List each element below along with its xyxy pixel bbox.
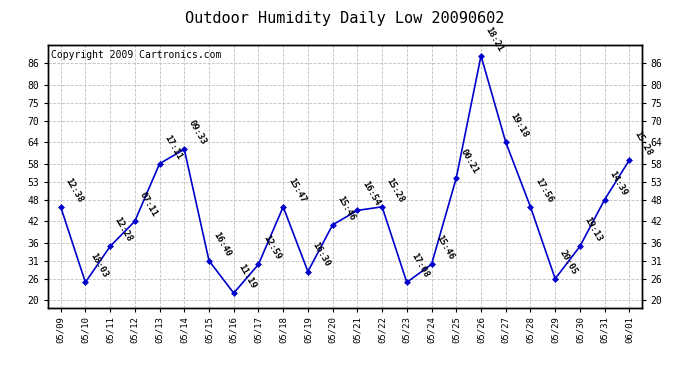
Text: 00:21: 00:21 <box>459 147 480 175</box>
Text: 12:59: 12:59 <box>262 234 282 262</box>
Text: 15:28: 15:28 <box>385 176 406 204</box>
Text: 17:56: 17:56 <box>533 176 555 204</box>
Text: 12:38: 12:38 <box>63 176 85 204</box>
Text: 15:46: 15:46 <box>335 194 357 222</box>
Text: 20:05: 20:05 <box>558 248 579 276</box>
Text: 15:46: 15:46 <box>434 234 455 262</box>
Text: 19:13: 19:13 <box>582 216 604 244</box>
Text: 16:54: 16:54 <box>360 180 382 208</box>
Text: 16:30: 16:30 <box>310 241 332 269</box>
Text: Copyright 2009 Cartronics.com: Copyright 2009 Cartronics.com <box>51 50 221 60</box>
Text: 19:18: 19:18 <box>509 111 530 139</box>
Text: 07:11: 07:11 <box>137 190 159 218</box>
Text: Outdoor Humidity Daily Low 20090602: Outdoor Humidity Daily Low 20090602 <box>186 11 504 26</box>
Text: 15:28: 15:28 <box>632 129 653 157</box>
Text: 12:28: 12:28 <box>113 216 134 244</box>
Text: 17:08: 17:08 <box>410 252 431 279</box>
Text: 11:19: 11:19 <box>237 262 258 290</box>
Text: 14:39: 14:39 <box>607 169 629 197</box>
Text: 18:03: 18:03 <box>88 252 110 279</box>
Text: 18:21: 18:21 <box>484 25 505 53</box>
Text: 16:40: 16:40 <box>212 230 233 258</box>
Text: 15:47: 15:47 <box>286 176 307 204</box>
Text: 17:11: 17:11 <box>162 133 184 161</box>
Text: 09:33: 09:33 <box>187 119 208 147</box>
